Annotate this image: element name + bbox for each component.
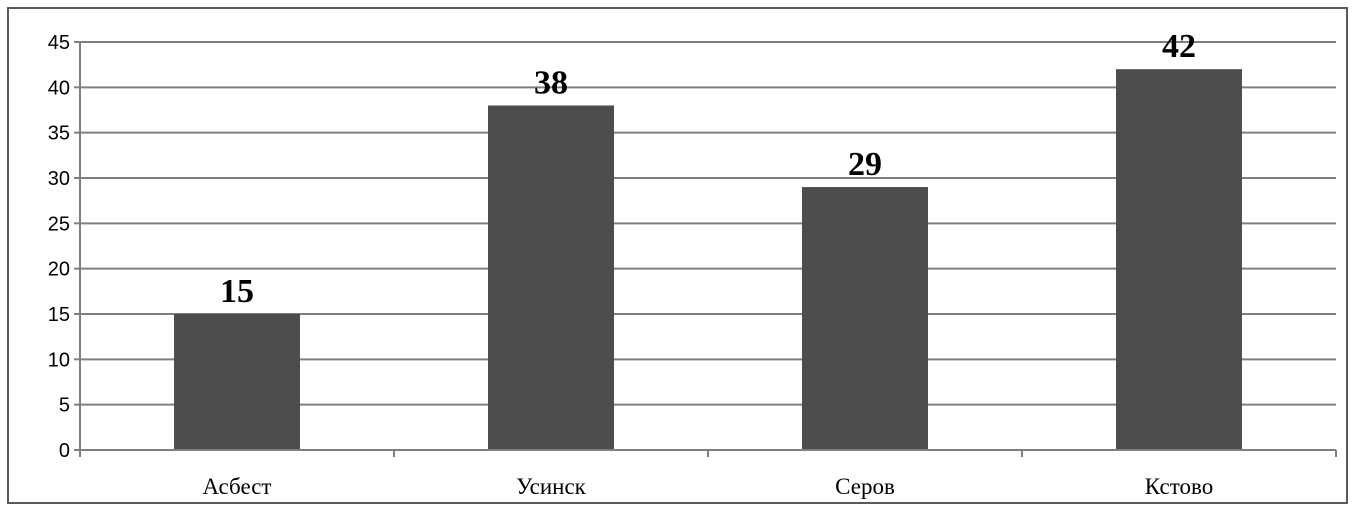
- y-tick-label: 10: [48, 349, 70, 371]
- bar-4: [1116, 69, 1242, 450]
- bar-1: [174, 314, 300, 450]
- data-label: 29: [848, 146, 882, 183]
- y-tick-label: 25: [48, 213, 70, 235]
- bar-2: [488, 105, 614, 450]
- data-label: 38: [534, 64, 568, 101]
- x-tick-label: Асбест: [203, 474, 272, 499]
- y-tick-label: 5: [59, 395, 70, 417]
- y-tick-label: 35: [48, 123, 70, 145]
- y-tick-label: 45: [48, 32, 70, 54]
- data-label: 42: [1162, 28, 1196, 65]
- axes: [74, 41, 1337, 457]
- y-tick-label: 15: [48, 304, 70, 326]
- bar-3: [802, 187, 928, 451]
- x-tick-label: Серов: [835, 474, 895, 499]
- x-tick-label: Кстово: [1145, 474, 1213, 499]
- y-tick-label: 0: [59, 440, 70, 462]
- x-tick-label: Усинск: [516, 474, 587, 499]
- bars: [174, 69, 1242, 451]
- y-tick-label: 30: [48, 168, 70, 190]
- y-tick-label: 20: [48, 259, 70, 281]
- labels: 0 5 10 15 20 25 30 35 40 45 15 Асбест 38 Усинск 29 Серо…: [48, 28, 1213, 499]
- data-label: 15: [220, 273, 254, 310]
- y-tick-label: 40: [48, 77, 70, 99]
